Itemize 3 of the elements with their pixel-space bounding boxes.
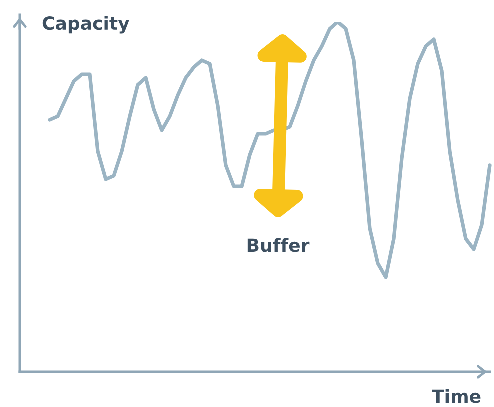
- x-axis-title: Time: [432, 389, 481, 404]
- y-axis-title: Capacity: [42, 16, 130, 34]
- annotation: Buffer: [248, 238, 310, 252]
